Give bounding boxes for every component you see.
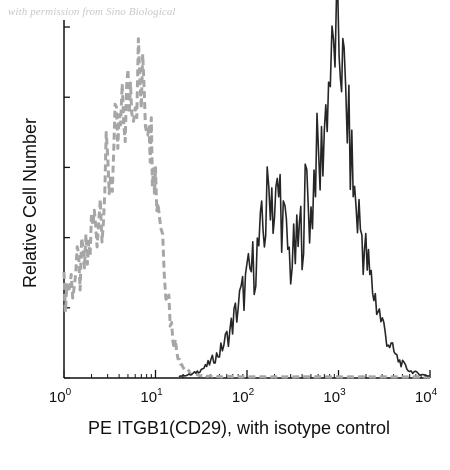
x-tick-label: 103 (323, 387, 346, 406)
x-tick-label: 100 (49, 387, 72, 406)
chart-axes (63, 20, 431, 379)
x-tick-label: 101 (140, 387, 163, 406)
x-tick-label: 102 (232, 387, 255, 406)
series-layer (62, 0, 431, 379)
x-axis-title: PE ITGB1(CD29), with isotype control (88, 418, 390, 438)
watermark-text: with permission from Sino Biological (8, 6, 176, 18)
chart-labels: 100 101 102 103 104 PE ITGB1(CD29), with isot… (20, 118, 438, 438)
y-axis-title: Relative Cell Number (20, 118, 40, 288)
isotype-control-series (62, 37, 431, 379)
itgb1-stained-series (178, 0, 431, 378)
x-tick-label: 104 (415, 387, 438, 406)
